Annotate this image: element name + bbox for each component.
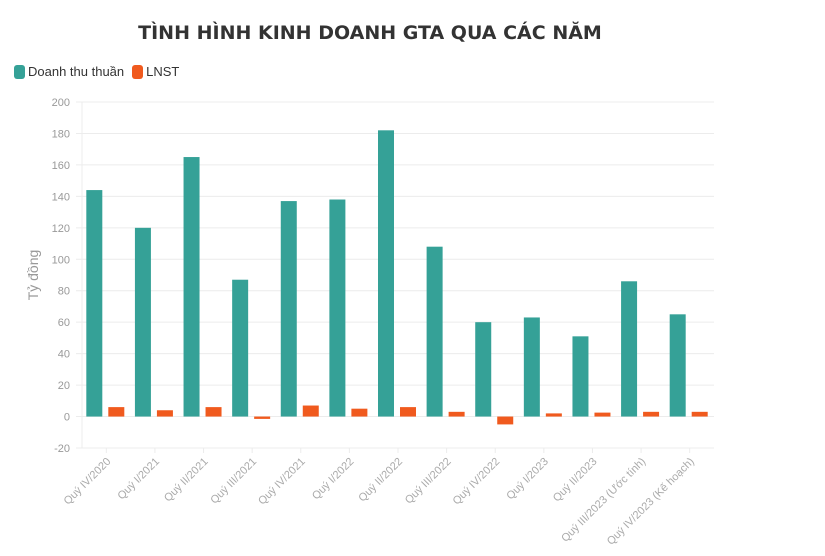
x-tick-label: Quý I/2021: [115, 456, 162, 503]
x-tick-label: Quý II/2023: [551, 456, 600, 505]
bar-lnst: [254, 416, 271, 419]
bar-lnst: [643, 411, 660, 417]
bar-revenue: [523, 317, 540, 417]
bar-lnst: [205, 407, 222, 417]
bar-revenue: [621, 281, 638, 417]
y-tick-label: 40: [58, 349, 70, 361]
bar-lnst: [594, 412, 611, 417]
bar-revenue: [475, 322, 492, 417]
y-tick-label: -20: [54, 443, 70, 455]
y-tick-label: 60: [58, 317, 70, 329]
x-tick-label: Quý II/2021: [162, 456, 211, 505]
x-tick-label: Quý III/2023 (Ước tính): [559, 456, 648, 545]
bar-revenue: [134, 227, 151, 417]
y-tick-label: 20: [58, 380, 70, 392]
y-tick-label: 100: [52, 254, 70, 266]
y-tick-label: 200: [52, 97, 70, 109]
bar-revenue: [669, 314, 686, 417]
x-tick-label: Quý IV/2022: [451, 456, 503, 508]
bar-revenue: [378, 130, 394, 417]
y-axis-label: Tỷ đồng: [25, 250, 41, 301]
bar-revenue: [426, 246, 443, 417]
bar-lnst: [545, 413, 562, 417]
bar-revenue: [183, 157, 200, 417]
legend-item-revenue[interactable]: Doanh thu thuần: [14, 64, 124, 79]
x-tick-label: Quý IV/2021: [256, 456, 308, 508]
x-tick-label: Quý III/2021: [208, 456, 259, 507]
y-tick-label: 140: [52, 191, 70, 203]
bar-revenue: [280, 201, 297, 417]
x-tick-label: Quý I/2023: [504, 456, 551, 503]
bar-revenue: [86, 190, 103, 417]
x-tick-label: Quý III/2022: [403, 456, 454, 507]
y-tick-label: 160: [52, 160, 70, 172]
bar-lnst: [400, 407, 416, 417]
bar-lnst: [156, 410, 173, 417]
y-tick-label: 80: [58, 286, 70, 298]
y-tick-label: 0: [64, 412, 70, 424]
legend: Doanh thu thuần LNST: [14, 64, 179, 79]
y-tick-label: 180: [52, 128, 70, 140]
legend-swatch-lnst: [132, 64, 144, 79]
bar-lnst: [497, 416, 514, 425]
legend-label-revenue: Doanh thu thuần: [28, 64, 125, 79]
x-tick-label: Quý IV/2020: [62, 456, 114, 508]
y-tick-label: 120: [52, 223, 70, 235]
bar-lnst: [108, 407, 125, 417]
bar-revenue: [329, 199, 346, 417]
bar-lnst: [691, 411, 708, 417]
chart-title: TÌNH HÌNH KINH DOANH GTA QUA CÁC NĂM: [138, 22, 602, 44]
bar-lnst: [302, 405, 319, 417]
legend-label-lnst: LNST: [146, 64, 180, 79]
x-tick-label: Quý IV/2023 (Kế hoạch): [605, 456, 697, 548]
legend-item-lnst[interactable]: LNST: [132, 64, 179, 79]
x-tick-label: Quý I/2022: [310, 456, 357, 503]
bar-revenue: [572, 336, 589, 417]
bar-lnst: [351, 408, 368, 417]
legend-swatch-revenue: [14, 64, 25, 79]
x-tick-label: Quý II/2022: [356, 456, 405, 505]
bar-lnst: [448, 411, 465, 417]
bar-revenue: [232, 279, 249, 417]
